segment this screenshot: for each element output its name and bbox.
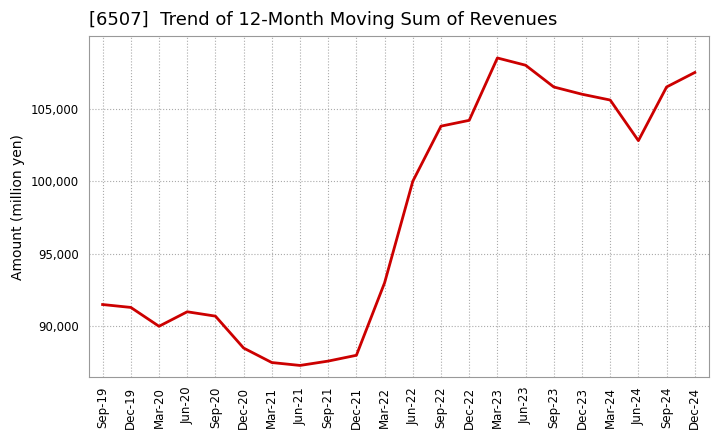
Text: [6507]  Trend of 12-Month Moving Sum of Revenues: [6507] Trend of 12-Month Moving Sum of R… bbox=[89, 11, 557, 29]
Y-axis label: Amount (million yen): Amount (million yen) bbox=[11, 134, 25, 279]
